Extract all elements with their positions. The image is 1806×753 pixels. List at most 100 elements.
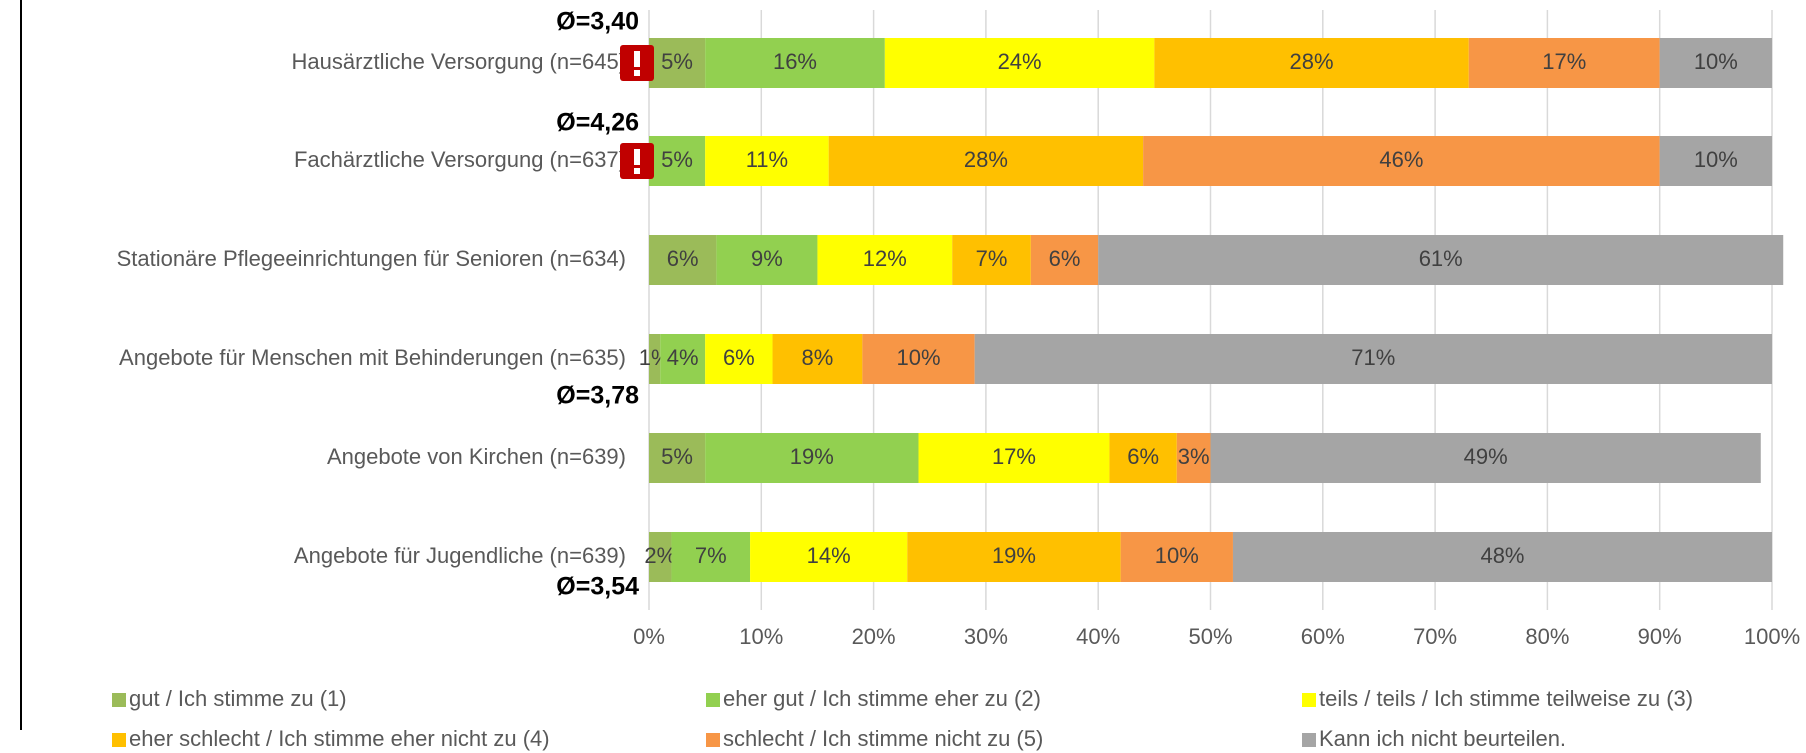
data-label: 12%: [863, 246, 907, 271]
bar-segment: [1176, 433, 1211, 483]
x-tick-label: 0%: [633, 624, 665, 649]
bar-segment: [862, 334, 975, 384]
bar-segment: [716, 235, 818, 285]
data-label: 10%: [1155, 543, 1199, 568]
data-label: 4%: [667, 345, 699, 370]
data-label: 71%: [1351, 345, 1395, 370]
bar-segment: [772, 334, 863, 384]
legend-label: eher schlecht / Ich stimme eher nicht zu…: [129, 726, 550, 751]
bar-segment: [649, 136, 706, 186]
category-label: Stationäre Pflegeeinrichtungen für Senio…: [117, 246, 626, 271]
x-tick-label: 40%: [1076, 624, 1120, 649]
legend-swatch: [112, 733, 126, 747]
category-label: Angebote für Menschen mit Behinderungen …: [119, 345, 626, 370]
bar-segment: [817, 235, 953, 285]
legend-swatch: [706, 733, 720, 747]
data-label: 16%: [773, 49, 817, 74]
x-tick-label: 10%: [739, 624, 783, 649]
bar-segment: [705, 334, 773, 384]
data-label: 10%: [1694, 147, 1738, 172]
legend-swatch: [706, 693, 720, 707]
data-label: 28%: [964, 147, 1008, 172]
legend-label: eher gut / Ich stimme eher zu (2): [723, 686, 1041, 711]
x-tick-label: 20%: [852, 624, 896, 649]
bar-segment: [1659, 136, 1772, 186]
data-label: 19%: [790, 444, 834, 469]
data-label: 6%: [1127, 444, 1159, 469]
legend-label: schlecht / Ich stimme nicht zu (5): [723, 726, 1043, 751]
bar-segment: [1030, 235, 1099, 285]
bar-segment: [1143, 136, 1660, 186]
category-label: Fachärztliche Versorgung (n=637): [294, 147, 626, 172]
data-label: 5%: [661, 49, 693, 74]
data-label: 19%: [992, 543, 1036, 568]
category-label: Angebote für Jugendliche (n=639): [294, 543, 626, 568]
data-label: 5%: [661, 444, 693, 469]
data-label: 9%: [751, 246, 783, 271]
warning-icon-dot: [634, 70, 640, 76]
data-label: 6%: [667, 246, 699, 271]
bar-segment: [660, 334, 706, 384]
data-label: 28%: [1290, 49, 1334, 74]
bar-segment: [1468, 38, 1660, 88]
category-label: Angebote von Kirchen (n=639): [327, 444, 626, 469]
bar-segment: [952, 235, 1031, 285]
data-label: 10%: [1694, 49, 1738, 74]
data-label: 48%: [1480, 543, 1524, 568]
annotation: Ø=4,26: [556, 109, 639, 137]
bar-segment: [649, 334, 661, 384]
annotation: Ø=3,78: [556, 382, 639, 410]
bar-segment: [1659, 38, 1772, 88]
data-label: 10%: [896, 345, 940, 370]
data-label: 14%: [807, 543, 851, 568]
legend-label: teils / teils / Ich stimme teilweise zu …: [1319, 686, 1693, 711]
data-label: 5%: [661, 147, 693, 172]
x-tick-label: 80%: [1525, 624, 1569, 649]
bar-segment: [671, 532, 751, 582]
data-label: 3%: [1178, 444, 1210, 469]
bar-segment: [1210, 433, 1761, 483]
bar-segment: [828, 136, 1144, 186]
warning-icon-bar: [634, 149, 640, 165]
data-label: 17%: [992, 444, 1036, 469]
legend-swatch: [1302, 733, 1316, 747]
data-label: 6%: [1049, 246, 1081, 271]
bar-segment: [705, 136, 829, 186]
bar-segment: [918, 433, 1110, 483]
bar-segment: [750, 532, 908, 582]
bar-segment: [1120, 532, 1233, 582]
bar-segment: [649, 532, 672, 582]
data-label: 46%: [1379, 147, 1423, 172]
data-label: 7%: [976, 246, 1008, 271]
x-tick-label: 90%: [1638, 624, 1682, 649]
data-label: 7%: [695, 543, 727, 568]
category-label: Hausärztliche Versorgung (n=645): [292, 49, 626, 74]
data-label: 6%: [723, 345, 755, 370]
data-label: 11%: [746, 147, 788, 172]
data-label: 17%: [1542, 49, 1586, 74]
bar-segment: [1232, 532, 1772, 582]
warning-icon-bar: [634, 51, 640, 67]
bar-segment: [705, 433, 919, 483]
bar-segment: [884, 38, 1155, 88]
bar-segment: [1109, 433, 1177, 483]
x-tick-label: 70%: [1413, 624, 1457, 649]
bar-segment: [649, 38, 706, 88]
legend-swatch: [112, 693, 126, 707]
bar-segment: [907, 532, 1121, 582]
data-label: 24%: [998, 49, 1042, 74]
bar-segment: [649, 235, 717, 285]
legend-swatch: [1302, 693, 1316, 707]
x-tick-label: 60%: [1301, 624, 1345, 649]
bar-segment: [705, 38, 885, 88]
x-tick-label: 30%: [964, 624, 1008, 649]
x-tick-label: 100%: [1744, 624, 1800, 649]
data-label: 2%: [644, 543, 676, 568]
legend-label: Kann ich nicht beurteilen.: [1319, 726, 1566, 751]
warning-icon-dot: [634, 168, 640, 174]
bar-segment: [649, 433, 706, 483]
annotation: Ø=3,40: [556, 8, 639, 36]
data-label: 61%: [1419, 246, 1463, 271]
data-label: 49%: [1464, 444, 1508, 469]
